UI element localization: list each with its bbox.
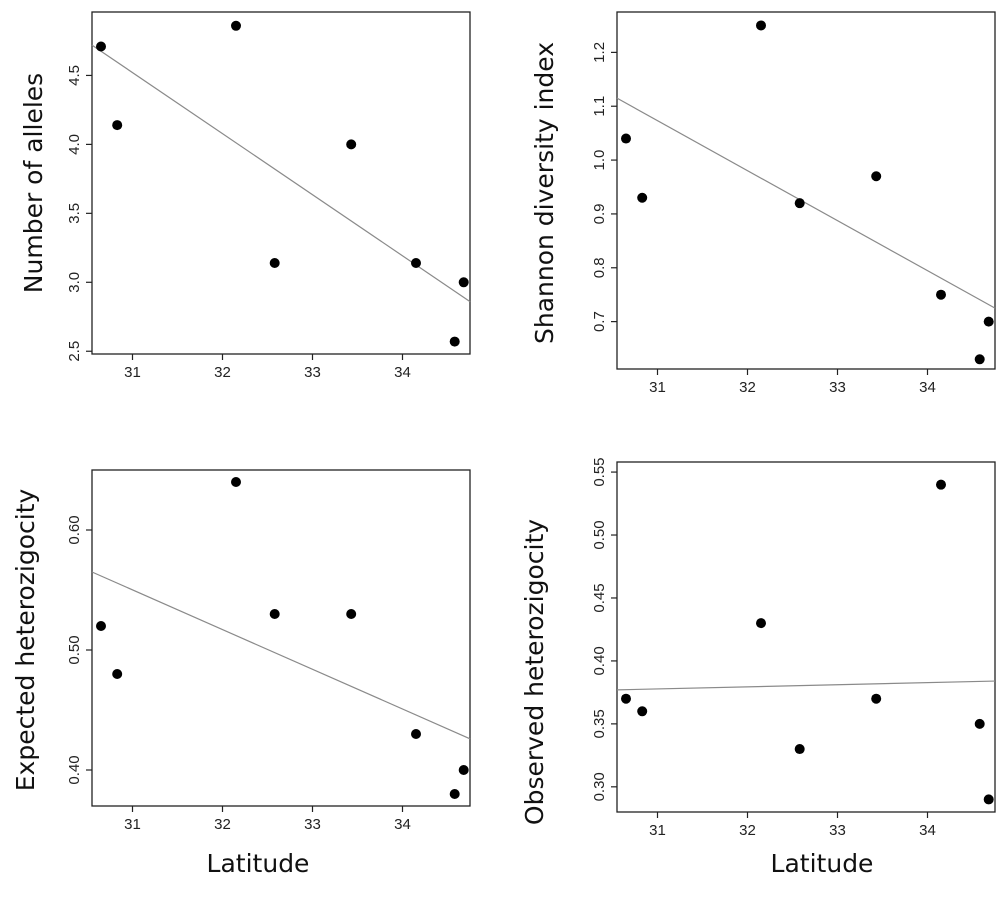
data-point [96,621,106,631]
data-point [96,41,106,52]
y-tick-label: 0.45 [591,583,608,612]
trend-line [91,44,471,303]
y-tick-label: 0.55 [591,457,608,486]
x-tick-label: 31 [124,364,141,381]
x-tick-label: 33 [829,822,846,839]
data-point [269,609,280,619]
x-axis-title-right: Latitude [771,849,874,878]
y-tick-label: 0.60 [66,515,83,544]
y-tick-label: 1.1 [591,96,608,117]
data-point [794,744,805,755]
y-axis-title: Shannon diversity index [530,42,559,344]
data-point [231,477,241,487]
tick-group: 31 32 33 34 0.7 0.8 0.9 1.0 1.1 1.2 [591,42,936,396]
x-tick-label: 34 [394,364,411,381]
x-tick-label: 33 [829,379,846,396]
data-point [458,277,469,288]
data-point [411,257,421,268]
plot-frame [91,469,471,807]
y-tick-label: 0.50 [591,520,608,549]
y-tick-label: 4.0 [66,134,83,155]
panel-shannon-diversity-index: Shannon diversity index 31 32 33 34 0.7 0.8 0.… [530,11,996,396]
data-point [346,609,357,619]
tick-group: 31 32 33 34 0.40 0.50 0.60 [66,515,411,833]
data-point [756,20,766,31]
x-tick-label: 31 [124,816,141,833]
x-tick-label: 32 [214,816,231,833]
mark-group [616,479,996,805]
data-point [871,693,882,704]
data-point [621,693,631,704]
data-point [112,120,123,131]
x-axis-title-left: Latitude [207,849,310,878]
panel-observed-heterozigocity: Observed heterozigocity 31 32 33 34 0.30 0.35… [520,457,996,839]
data-point [637,192,648,203]
mark-group [91,477,471,799]
x-tick-label: 32 [739,379,756,396]
data-point [983,316,994,327]
trend-line [616,680,996,691]
y-axis-title: Observed heterozigocity [520,519,549,825]
x-tick-label: 32 [739,822,756,839]
x-tick-label: 33 [304,364,321,381]
x-tick-label: 32 [214,364,231,381]
data-point [449,336,460,347]
y-tick-label: 0.8 [591,257,608,278]
y-tick-label: 0.7 [591,311,608,332]
data-point [231,20,241,31]
panel-expected-heterozigocity: Expected heterozigocity 31 32 33 34 0.40 0.50… [11,469,471,833]
data-point [756,618,766,629]
data-point [871,171,882,182]
data-point [346,139,357,150]
mark-group [616,20,996,365]
data-point [458,765,469,775]
data-point [936,479,946,490]
plot-frame [616,461,996,813]
data-point [983,794,994,805]
data-point [621,133,631,144]
y-axis-title: Expected heterozigocity [11,489,40,792]
trend-line [616,97,996,309]
y-tick-label: 0.9 [591,203,608,224]
data-point [411,729,421,739]
data-point [974,354,985,365]
y-tick-label: 0.40 [66,755,83,784]
data-point [936,289,946,300]
y-tick-label: 3.0 [66,272,83,293]
y-tick-label: 2.5 [66,341,83,362]
x-tick-label: 33 [304,816,321,833]
y-axis-title: Number of alleles [19,73,48,293]
plot-frame [616,11,996,370]
y-tick-label: 0.30 [591,772,608,801]
y-tick-label: 0.50 [66,635,83,664]
data-point [112,669,123,679]
x-tick-label: 31 [649,379,666,396]
tick-group: 31 32 33 34 2.5 3.0 3.5 4.0 4.5 [66,65,411,381]
data-point [974,718,985,729]
y-tick-label: 0.40 [591,646,608,675]
x-tick-label: 34 [919,379,936,396]
tick-group: 31 32 33 34 0.30 0.35 0.40 0.45 0.50 0.55 [591,457,936,839]
trend-line [91,571,471,740]
x-tick-label: 34 [919,822,936,839]
mark-group [91,20,471,347]
x-tick-label: 31 [649,822,666,839]
panel-number-of-alleles: Number of alleles 31 32 33 34 2.5 3.0 3.5 4.0 4.… [19,11,471,381]
data-point [269,257,280,268]
y-tick-label: 1.0 [591,150,608,171]
y-tick-label: 3.5 [66,203,83,224]
plot-frame [91,11,471,355]
y-tick-label: 4.5 [66,65,83,86]
data-point [637,706,648,717]
x-tick-label: 34 [394,816,411,833]
data-point [449,789,460,799]
y-tick-label: 1.2 [591,42,608,63]
y-tick-label: 0.35 [591,709,608,738]
data-point [794,198,805,209]
